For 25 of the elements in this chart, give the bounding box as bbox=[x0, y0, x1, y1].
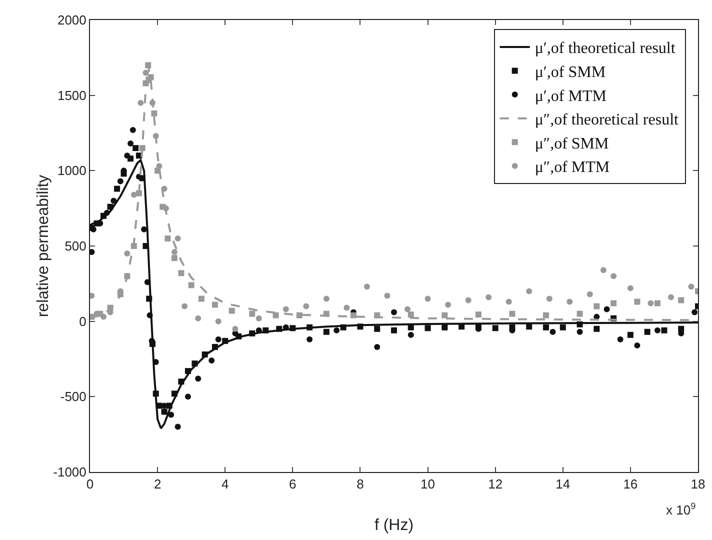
legend-label: μ′,of SMM bbox=[534, 64, 606, 81]
y-tick-label: 2000 bbox=[57, 12, 86, 28]
x-tick-label: 6 bbox=[289, 476, 296, 492]
text: x 10$^{9}$ bbox=[666, 501, 696, 518]
y-tick-label: 1500 bbox=[57, 88, 86, 103]
x-tick-label: 2 bbox=[154, 476, 162, 492]
x-axis-title: f (Hz) bbox=[374, 517, 414, 534]
legend-label: μ″,of theoretical result bbox=[534, 112, 680, 129]
y-tick-label: 0 bbox=[79, 314, 86, 329]
x-tick-label: 4 bbox=[221, 476, 229, 492]
y-tick-label: -1000 bbox=[53, 464, 86, 480]
legend-label: μ″,of MTM bbox=[534, 159, 610, 176]
x-tick-label: 18 bbox=[690, 476, 706, 492]
y-tick-label: 1000 bbox=[57, 163, 86, 178]
x-tick-label: 10 bbox=[420, 476, 436, 492]
x-tick-label: 16 bbox=[623, 476, 638, 492]
legend-label: μ′,of MTM bbox=[534, 88, 606, 105]
y-tick-label: -500 bbox=[60, 389, 86, 404]
y-tick-label: 500 bbox=[64, 238, 86, 254]
y-axis-title: relative permeability bbox=[35, 174, 52, 318]
x-tick-label: 14 bbox=[556, 476, 570, 492]
legend-label: μ′,of theoretical result bbox=[534, 40, 676, 58]
legend-label: μ″,of SMM bbox=[534, 135, 609, 152]
x-tick-label: 12 bbox=[488, 476, 503, 492]
x-tick-label: 8 bbox=[356, 476, 364, 492]
